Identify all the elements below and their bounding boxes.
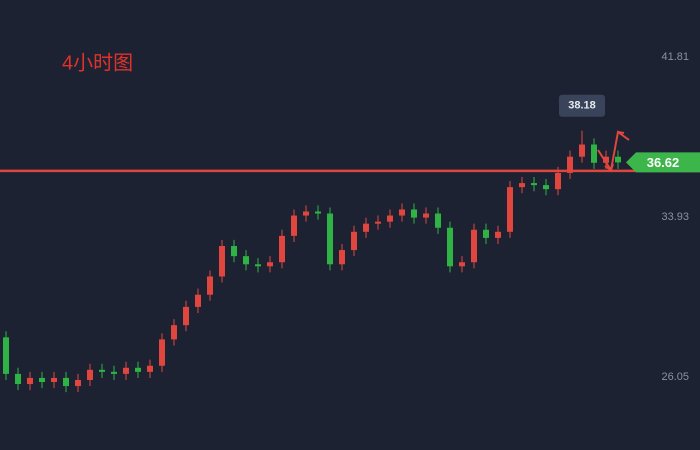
candle-body <box>339 250 345 265</box>
candle-body <box>303 211 309 216</box>
candle-body <box>111 371 117 374</box>
candle-body <box>435 213 441 228</box>
candle-body <box>531 183 537 186</box>
candle-body <box>15 373 21 385</box>
candle-body <box>579 144 585 157</box>
candle-body <box>87 369 93 380</box>
candle-body <box>267 262 273 267</box>
candle-body <box>123 367 129 374</box>
candle-body <box>27 377 33 385</box>
candle-body <box>423 213 429 218</box>
candle-body <box>543 185 549 190</box>
candle-body <box>615 156 621 163</box>
candle-body <box>195 294 201 307</box>
candle-body <box>315 211 321 214</box>
candle-body <box>279 235 285 263</box>
candle-body <box>99 369 105 372</box>
candle-body <box>327 213 333 265</box>
candle-body <box>291 215 297 236</box>
candle-body <box>231 246 237 257</box>
candle-body <box>555 172 561 190</box>
candle-body <box>219 246 225 277</box>
candle-body <box>147 365 153 372</box>
candle-body <box>399 209 405 216</box>
candle-body <box>39 377 45 383</box>
candle-body <box>51 377 57 383</box>
candle-body <box>171 325 177 340</box>
max-tag <box>559 94 605 117</box>
candle-body <box>519 183 525 188</box>
candle-body <box>183 306 189 326</box>
chart-title: 4小时图 <box>62 51 133 74</box>
candle-body <box>363 223 369 232</box>
candle-body <box>591 144 597 163</box>
candle-body <box>387 215 393 222</box>
candle-body <box>495 231 501 238</box>
candle-body <box>447 227 453 267</box>
price-tag <box>626 152 700 173</box>
price-label: 36.62 <box>647 155 680 170</box>
candle-body <box>483 229 489 238</box>
candle-body <box>603 156 609 163</box>
candle-body <box>567 156 573 173</box>
candle-body <box>459 262 465 267</box>
candle-body <box>411 209 417 218</box>
candle-body <box>243 256 249 265</box>
candle-body <box>507 187 513 232</box>
candle-body <box>207 276 213 295</box>
candle-body <box>351 231 357 251</box>
max-label: 38.18 <box>568 100 596 112</box>
candle-body <box>63 377 69 387</box>
candle-body <box>3 337 9 374</box>
candle-body <box>135 367 141 372</box>
y-tick-label: 26.05 <box>661 371 689 383</box>
candle-body <box>159 339 165 366</box>
y-tick-label: 41.81 <box>661 51 689 63</box>
candle-body <box>255 264 261 267</box>
arrow-annotation <box>597 130 630 173</box>
candle-body <box>471 229 477 263</box>
candle-body <box>75 379 81 387</box>
y-tick-label: 33.93 <box>661 211 689 223</box>
plot: 26.05 33.93 41.81 38.18 36.62 <box>0 51 700 393</box>
candle-body <box>375 221 381 224</box>
